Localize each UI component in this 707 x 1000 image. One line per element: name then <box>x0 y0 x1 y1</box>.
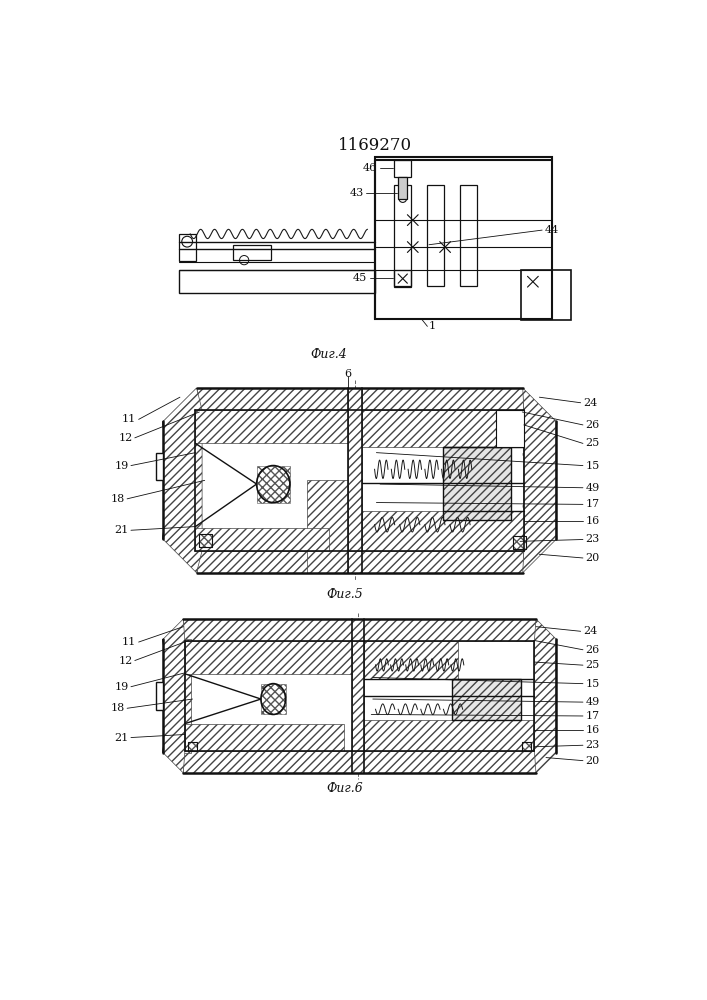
Text: 20: 20 <box>585 756 600 766</box>
Text: 18: 18 <box>110 703 125 713</box>
Bar <box>361 410 524 447</box>
Text: 21: 21 <box>115 525 129 535</box>
Bar <box>195 410 348 443</box>
Text: 23: 23 <box>585 534 600 544</box>
Bar <box>443 447 511 520</box>
Bar <box>352 641 363 751</box>
Bar <box>452 679 521 720</box>
Bar <box>395 270 411 287</box>
Text: Фиг.6: Фиг.6 <box>326 782 363 795</box>
Bar <box>348 388 361 551</box>
Bar <box>195 528 329 551</box>
Bar <box>522 742 532 751</box>
Text: 26: 26 <box>585 645 600 655</box>
Text: 49: 49 <box>585 697 600 707</box>
Text: 11: 11 <box>122 637 136 647</box>
Text: 16: 16 <box>585 725 600 735</box>
Bar <box>363 641 457 679</box>
Text: 15: 15 <box>585 679 600 689</box>
Bar <box>522 742 532 751</box>
Text: 25: 25 <box>585 438 600 448</box>
Text: Фиг.4: Фиг.4 <box>310 348 347 361</box>
Bar <box>179 270 375 293</box>
Bar <box>496 410 524 447</box>
Text: 45: 45 <box>353 273 368 283</box>
Text: 24: 24 <box>583 398 597 408</box>
Text: 19: 19 <box>115 682 129 692</box>
Bar <box>197 388 522 410</box>
Bar <box>496 410 524 447</box>
Text: 49: 49 <box>585 483 600 493</box>
Text: 25: 25 <box>585 660 600 670</box>
Bar <box>197 551 522 573</box>
Bar <box>513 536 526 549</box>
Bar <box>521 270 571 320</box>
Bar <box>183 751 536 773</box>
Bar <box>443 447 511 520</box>
Bar <box>426 185 443 286</box>
Text: 16: 16 <box>585 516 600 526</box>
Text: 19: 19 <box>115 461 129 471</box>
Text: 46: 46 <box>363 163 378 173</box>
Bar <box>452 679 521 720</box>
Text: 12: 12 <box>118 433 132 443</box>
Bar <box>185 724 344 751</box>
Bar <box>179 234 196 261</box>
Bar <box>188 742 197 751</box>
Bar <box>363 720 534 751</box>
Text: 26: 26 <box>585 420 600 430</box>
Bar <box>261 684 286 714</box>
Bar <box>395 160 411 177</box>
Polygon shape <box>163 619 185 773</box>
Bar <box>375 157 552 319</box>
Text: 11: 11 <box>122 414 136 424</box>
Bar <box>395 185 411 286</box>
Bar <box>308 480 348 573</box>
Text: 1169270: 1169270 <box>338 137 412 154</box>
Text: 17: 17 <box>585 711 600 721</box>
Bar <box>233 245 271 260</box>
Bar <box>185 641 352 674</box>
Polygon shape <box>163 388 202 573</box>
Bar <box>513 536 526 549</box>
Text: 12: 12 <box>118 656 132 666</box>
Text: Фиг.5: Фиг.5 <box>326 588 363 601</box>
Bar <box>156 682 163 710</box>
Text: 1: 1 <box>429 321 436 331</box>
Polygon shape <box>522 388 556 573</box>
Bar <box>163 639 191 753</box>
Text: 21: 21 <box>115 733 129 743</box>
Bar <box>156 453 163 480</box>
Text: 43: 43 <box>349 188 363 198</box>
Bar <box>361 511 524 551</box>
Bar <box>199 534 212 547</box>
Bar <box>199 534 212 547</box>
Text: 15: 15 <box>585 461 600 471</box>
Text: 18: 18 <box>110 494 125 504</box>
Text: 17: 17 <box>585 499 600 509</box>
Bar <box>398 177 407 199</box>
Polygon shape <box>534 619 556 773</box>
Bar <box>460 185 477 286</box>
Text: 24: 24 <box>583 626 597 636</box>
Text: 44: 44 <box>544 225 559 235</box>
Text: 20: 20 <box>585 553 600 563</box>
Bar <box>257 466 290 503</box>
Bar <box>183 619 536 641</box>
Bar <box>188 742 197 751</box>
Text: 23: 23 <box>585 740 600 750</box>
Text: 6: 6 <box>344 369 351 379</box>
